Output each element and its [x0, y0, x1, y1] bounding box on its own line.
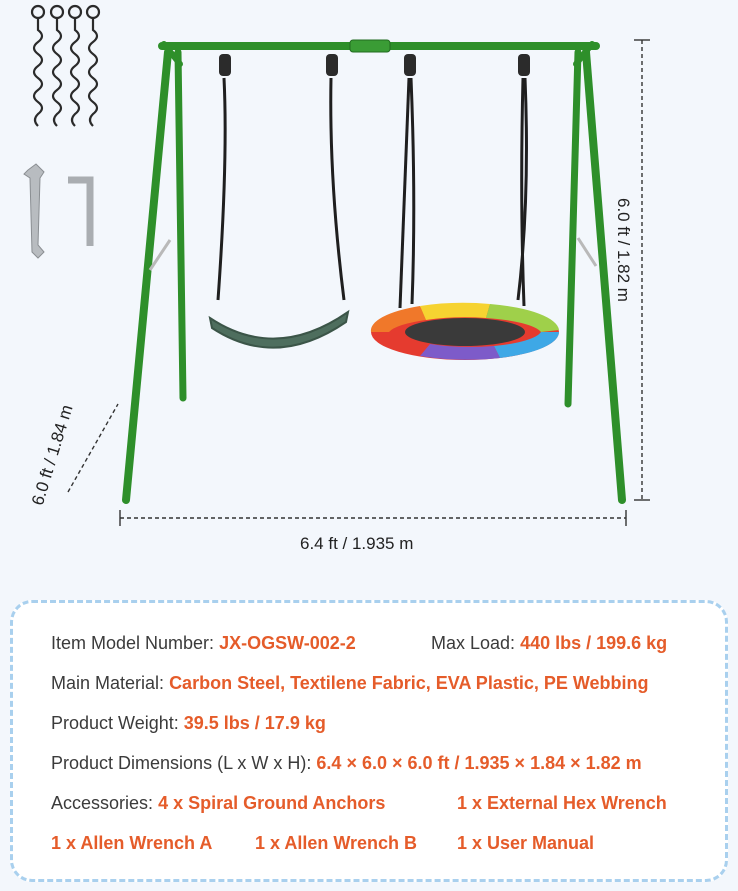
- material-row: Main Material: Carbon Steel, Textilene F…: [51, 673, 649, 694]
- model-number-row: Item Model Number: JX-OGSW-002-2: [51, 633, 356, 654]
- weight-label: Product Weight:: [51, 713, 179, 733]
- width-dimension-label: 6.4 ft / 1.935 m: [300, 534, 414, 553]
- weight-value: 39.5 lbs / 17.9 kg: [183, 713, 326, 733]
- accessory-item: 4 x Spiral Ground Anchors: [158, 793, 386, 813]
- accessory-item: 1 x Allen Wrench A: [51, 833, 213, 853]
- dimensions-row: Product Dimensions (L x W x H): 6.4 × 6.…: [51, 753, 642, 774]
- accessories-label: Accessories:: [51, 793, 154, 813]
- swing-hanger: [219, 54, 530, 76]
- swing-set-illustration: [23, 4, 650, 526]
- allen-wrench-icon: [68, 176, 94, 246]
- frame-bracket: [148, 237, 598, 271]
- max-load-value: 440 lbs / 199.6 kg: [520, 633, 668, 653]
- dimension-lines: [67, 39, 650, 526]
- wrench-icon: [23, 163, 45, 259]
- swing-rope: [216, 77, 528, 309]
- swing-frame: [122, 41, 626, 504]
- material-label: Main Material:: [51, 673, 165, 693]
- accessories-row: Accessories: 4 x Spiral Ground Anchors: [51, 793, 385, 814]
- spiral-ground-anchor-icon: [30, 4, 101, 127]
- material-value: Carbon Steel, Textilene Fabric, EVA Plas…: [169, 673, 649, 693]
- max-load-row: Max Load: 440 lbs / 199.6 kg: [431, 633, 667, 654]
- saucer-swing: [370, 302, 559, 360]
- height-dimension-label: 6.0 ft / 1.82 m: [614, 198, 633, 302]
- spec-card: Item Model Number: JX-OGSW-002-2 Max Loa…: [10, 600, 728, 882]
- accessory-item: 1 x User Manual: [457, 833, 595, 853]
- accessory-item: 1 x Allen Wrench B: [255, 833, 418, 853]
- model-number-value: JX-OGSW-002-2: [219, 633, 356, 653]
- model-number-label: Item Model Number:: [51, 633, 215, 653]
- frame-clamp: [349, 39, 391, 53]
- dimensions-value: 6.4 × 6.0 × 6.0 ft / 1.935 × 1.84 × 1.82…: [316, 753, 642, 773]
- accessory-item: 1 x External Hex Wrench: [457, 793, 667, 813]
- belt-swing-seat: [208, 309, 350, 349]
- weight-row: Product Weight: 39.5 lbs / 17.9 kg: [51, 713, 326, 734]
- dimensions-label: Product Dimensions (L x W x H):: [51, 753, 312, 773]
- max-load-label: Max Load:: [431, 633, 516, 653]
